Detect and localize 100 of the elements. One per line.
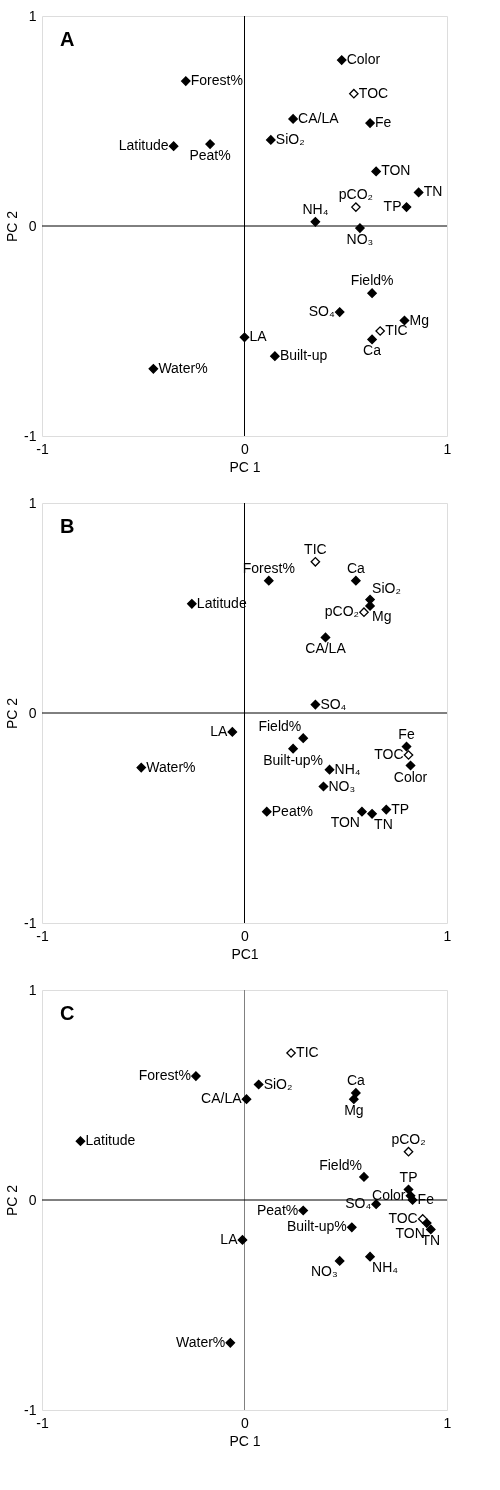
y-axis-title: PC 2 <box>4 697 21 730</box>
annotation: LA <box>210 722 229 739</box>
annotation: Fe <box>398 725 415 742</box>
annotation: Peat% <box>189 147 231 164</box>
point <box>261 806 272 817</box>
annotation: SO₄ <box>308 303 335 320</box>
text: B <box>60 515 75 537</box>
point <box>168 141 179 152</box>
point <box>334 1256 345 1266</box>
point <box>371 1199 381 1210</box>
point <box>75 1136 86 1147</box>
x-axis-title: PC 1 <box>229 1432 261 1449</box>
y-tick-label: -1 <box>24 914 37 931</box>
x-tick-label: 1 <box>443 1414 452 1431</box>
y-axis-title: PC 2 <box>4 1184 21 1217</box>
point <box>180 76 191 86</box>
y-tick-label: 0 <box>28 704 37 721</box>
annotation: TP <box>383 198 402 215</box>
annotation: Ca <box>346 559 366 576</box>
point <box>375 326 386 336</box>
point <box>405 760 416 771</box>
annotation: TP <box>391 800 410 817</box>
point <box>365 118 375 128</box>
text: A <box>60 28 75 50</box>
point <box>346 1222 357 1233</box>
annotation: Fe <box>417 1191 435 1207</box>
point <box>367 334 377 345</box>
point <box>310 556 321 567</box>
annotation: TN <box>374 815 393 832</box>
point <box>401 741 412 752</box>
point <box>265 135 276 145</box>
annotation: Built-up <box>279 347 328 364</box>
annotation: Built-up% <box>286 1218 347 1235</box>
annotation: Water% <box>146 758 196 775</box>
point <box>413 187 424 198</box>
point <box>136 762 147 773</box>
annotation: pCO₂ <box>338 186 373 203</box>
point <box>310 216 321 227</box>
point <box>286 1048 296 1058</box>
point <box>205 139 215 149</box>
point <box>355 223 365 233</box>
point <box>403 750 414 760</box>
point <box>148 363 159 374</box>
annotation: CA/LA <box>298 109 340 126</box>
point <box>367 288 377 299</box>
point <box>367 808 377 819</box>
point <box>351 202 361 212</box>
point <box>324 764 335 775</box>
annotation: Color <box>372 1186 406 1203</box>
point <box>298 733 309 744</box>
y-tick-label: -1 <box>24 1401 37 1418</box>
y-tick-label: 1 <box>28 7 37 24</box>
annotation: Fe <box>375 114 392 131</box>
point <box>403 1146 414 1157</box>
annotation: Ca <box>363 342 382 359</box>
y-axis-title: PC 2 <box>4 210 21 243</box>
annotation: Peat% <box>271 802 314 819</box>
point <box>349 1094 359 1105</box>
annotation: Field% <box>258 718 302 735</box>
point <box>241 1094 252 1105</box>
annotation: TN <box>423 183 443 200</box>
point <box>365 1251 375 1262</box>
annotation: TOC <box>388 1209 418 1226</box>
annotation: NH₄ <box>302 200 329 217</box>
point <box>425 1224 436 1235</box>
point <box>359 1172 369 1182</box>
y-tick-label: 0 <box>28 1191 37 1208</box>
point <box>399 315 410 326</box>
annotation: Mg <box>344 1102 364 1119</box>
point <box>298 1205 309 1216</box>
x-axis-title: PC1 <box>231 945 259 962</box>
annotation: SiO₂ <box>263 1075 293 1092</box>
point <box>336 55 347 65</box>
point <box>407 1195 418 1205</box>
point <box>318 781 329 792</box>
annotation: TIC <box>296 1044 319 1060</box>
point <box>351 575 361 586</box>
annotation: Mg <box>409 311 429 328</box>
annotation: TIC <box>385 322 408 338</box>
y-tick-label: -1 <box>24 427 37 444</box>
annotation: Mg <box>372 607 392 624</box>
point <box>359 607 369 618</box>
x-tick-label: 0 <box>241 1414 250 1431</box>
annotation: TOC <box>358 84 389 101</box>
x-tick-label: 0 <box>241 927 250 944</box>
point <box>349 88 359 99</box>
point <box>225 1337 236 1348</box>
text: C <box>60 1002 75 1024</box>
annotation: NO₃ <box>346 231 374 248</box>
y-tick-label: 1 <box>28 981 37 998</box>
x-tick-label: 1 <box>443 927 452 944</box>
point <box>401 202 412 212</box>
annotation: CA/LA <box>305 640 347 657</box>
point <box>357 806 367 817</box>
annotation: Color <box>346 51 381 68</box>
annotation: Peat% <box>256 1201 299 1218</box>
annotation: Field% <box>319 1156 362 1173</box>
x-tick-label: 1 <box>443 440 452 457</box>
point <box>239 332 250 343</box>
annotation: LA <box>249 328 268 345</box>
